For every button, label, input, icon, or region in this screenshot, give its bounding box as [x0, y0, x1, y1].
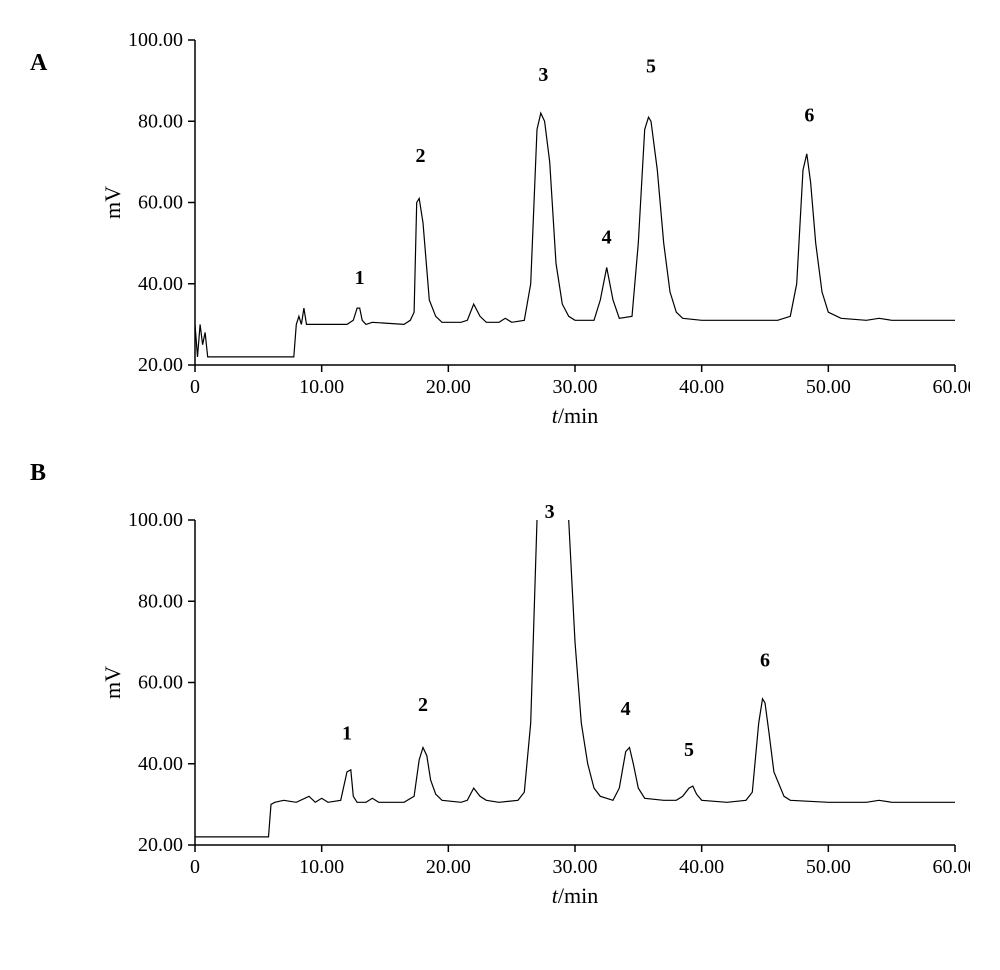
svg-text:40.00: 40.00: [679, 856, 724, 878]
panel-a-chart: 0 10.00 20.00 30.00 40.00 50.00 60.00 20.00 40.0…: [100, 20, 980, 440]
svg-text:60.00: 60.00: [138, 192, 183, 214]
svg-text:100.00: 100.00: [128, 29, 183, 51]
svg-text:4: 4: [602, 226, 612, 248]
panel-a-label: A: [30, 50, 47, 77]
svg-text:60.00: 60.00: [933, 856, 971, 878]
svg-text:20.00: 20.00: [426, 856, 471, 878]
panel-a: A 0 10.00 20.00 30.00 40.00 50.00 60.00 20.00 40…: [20, 20, 980, 450]
panel-b-chart: 0 10.00 20.00 30.00 40.00 50.00 60.00 20.00 40.0…: [100, 460, 980, 920]
svg-text:60.00: 60.00: [138, 672, 183, 694]
svg-text:6: 6: [760, 649, 770, 671]
svg-text:5: 5: [684, 739, 694, 761]
svg-text:30.00: 30.00: [553, 856, 598, 878]
svg-text:10.00: 10.00: [299, 376, 344, 398]
svg-text:20.00: 20.00: [426, 376, 471, 398]
panel-b: B 0 10.00 20.00 30.00 40.00 50.00 60.00 20.00 40…: [20, 460, 980, 940]
svg-text:10.00: 10.00: [299, 856, 344, 878]
svg-text:3: 3: [545, 501, 555, 523]
svg-text:5: 5: [646, 56, 656, 78]
svg-text:t/min: t/min: [552, 883, 598, 908]
svg-text:30.00: 30.00: [553, 376, 598, 398]
svg-text:3: 3: [538, 64, 548, 86]
svg-text:0: 0: [190, 376, 200, 398]
svg-text:0: 0: [190, 856, 200, 878]
svg-text:80.00: 80.00: [138, 110, 183, 132]
chromatogram-figure: A 010.0020.0030.0040.0050.0060.0020.0040…: [20, 20, 980, 940]
svg-text:100.00: 100.00: [128, 509, 183, 531]
svg-text:40.00: 40.00: [138, 273, 183, 295]
svg-text:t/min: t/min: [552, 403, 598, 428]
svg-text:80.00: 80.00: [138, 590, 183, 612]
svg-text:2: 2: [415, 145, 425, 167]
svg-text:mV: mV: [100, 666, 125, 699]
svg-text:40.00: 40.00: [679, 376, 724, 398]
panel-b-label: B: [30, 460, 46, 487]
svg-text:2: 2: [418, 694, 428, 716]
svg-text:6: 6: [804, 104, 814, 126]
svg-text:50.00: 50.00: [806, 856, 851, 878]
svg-text:4: 4: [621, 698, 631, 720]
svg-text:50.00: 50.00: [806, 376, 851, 398]
svg-text:1: 1: [355, 267, 365, 289]
svg-text:60.00: 60.00: [933, 376, 971, 398]
svg-text:20.00: 20.00: [138, 354, 183, 376]
svg-text:20.00: 20.00: [138, 834, 183, 856]
svg-text:40.00: 40.00: [138, 753, 183, 775]
svg-text:1: 1: [342, 723, 352, 745]
svg-text:mV: mV: [100, 186, 125, 219]
